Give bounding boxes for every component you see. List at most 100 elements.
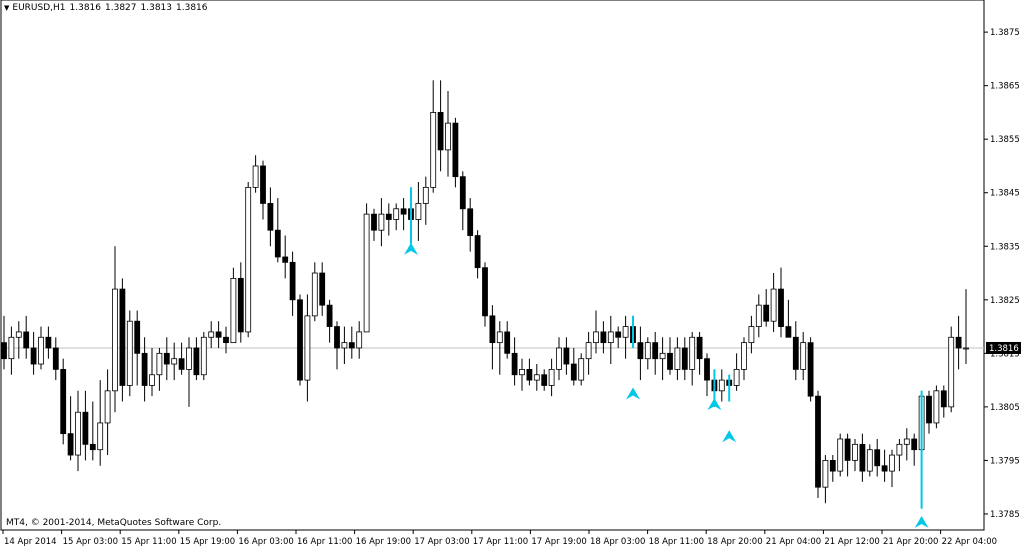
candle-body [378,213,385,231]
candle [208,321,215,348]
dropdown-triangle-icon[interactable]: ▼ [4,4,10,12]
candle [785,299,792,338]
candle-body [482,267,488,317]
candle-body [223,336,229,344]
candle [504,321,511,359]
candle-body [149,374,155,386]
candle-body [652,342,659,360]
candle-body [556,347,562,370]
candle [704,353,710,397]
candle-body [422,186,429,204]
up-arrow-icon [404,242,418,255]
candle [548,358,555,397]
candle-body [393,208,400,220]
candle [526,358,533,386]
candle [556,337,562,381]
x-tick-label: 18 Apr 20:00 [707,537,762,547]
candle [911,433,918,466]
candle [437,80,444,172]
candle [889,449,895,488]
x-tick-label: 14 Apr 2014 [4,537,57,547]
candle-body [230,277,237,344]
candle-body [511,352,518,376]
candle-body [822,460,829,488]
candle [474,230,481,279]
candle [326,299,333,343]
candle-body [829,460,836,472]
candle [134,310,141,386]
candle [763,289,770,327]
candle-body [622,326,629,338]
candle-body [75,411,81,456]
candle [252,155,259,193]
candle [282,235,289,279]
candle-body [800,342,807,370]
candle-body [163,352,170,365]
candle [52,337,59,381]
signal-arrow [404,187,418,255]
candle [637,326,644,381]
x-tick-label: 15 Apr 19:00 [180,537,235,547]
candle [866,444,873,477]
candle [755,294,762,338]
candle-body [452,122,459,178]
candle-body [852,443,858,461]
candle [489,305,496,370]
x-tick-label: 17 Apr 03:00 [414,537,469,547]
candle [585,331,592,375]
candle-body [297,299,303,381]
candle [230,267,237,344]
candle [385,203,392,236]
x-tick-label: 22 Apr 04:00 [942,537,997,547]
candle-body [52,347,59,370]
candle [533,364,540,391]
candle [400,198,407,231]
candle [511,337,518,386]
up-arrow-icon [914,515,929,528]
current-price-badge [986,341,1021,354]
candle [963,289,969,365]
candle-body [704,358,710,381]
candle-body [400,208,407,215]
y-tick-label: 1.3825 [990,296,1020,306]
candle-body [667,352,673,370]
candle-body [89,443,96,451]
candle [844,433,851,477]
candle [689,331,696,386]
x-tick-label: 21 Apr 12:00 [824,537,879,547]
x-tick-label: 21 Apr 04:00 [766,537,821,547]
candle [311,262,318,322]
candle-body [15,331,22,338]
candle-body [1,342,7,360]
candle [363,203,370,333]
candle-body [97,422,104,451]
x-tick-label: 18 Apr 03:00 [590,537,645,547]
candle [652,331,659,375]
candle-body [430,112,437,188]
candle [874,438,881,477]
candle-body [459,176,466,210]
candle [770,273,777,332]
candle [356,321,363,359]
candle [237,262,244,343]
candle-body [82,411,89,445]
candle [778,267,784,338]
candle [933,385,940,429]
candle-body [200,336,207,376]
candle [482,262,488,327]
current-price-label: 1.3816 [989,344,1019,354]
candle-body [30,347,37,365]
candle-body [541,374,548,386]
candle [163,337,170,381]
candle [23,315,30,359]
candle-body [926,395,932,424]
candle [792,321,799,381]
x-tick-label: 17 Apr 19:00 [531,537,586,547]
candle-body [600,331,607,344]
candle [304,294,311,402]
candle [829,455,836,482]
candle [378,198,385,247]
candle-body [637,342,644,360]
